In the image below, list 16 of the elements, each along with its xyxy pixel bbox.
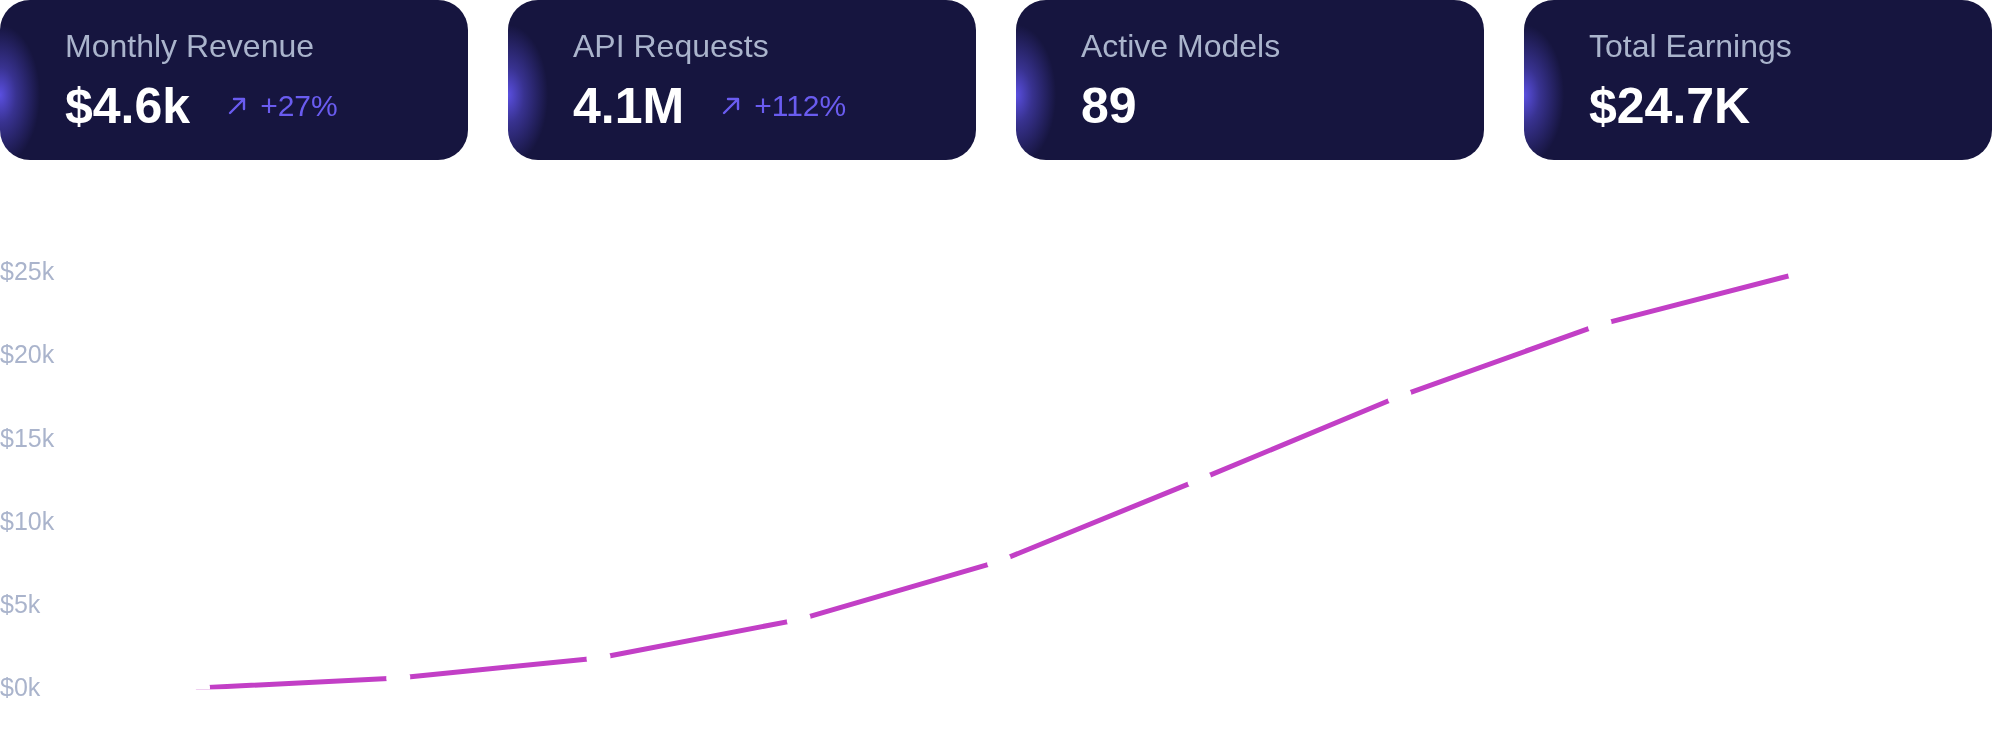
- y-tick-label: $5k: [0, 590, 41, 619]
- y-tick-label: $15k: [0, 423, 55, 452]
- text: 4.1M: [573, 77, 685, 135]
- text: Active Models: [1081, 27, 1282, 66]
- text: Total Earnings: [1589, 27, 1793, 66]
- text: API Requests: [573, 27, 770, 66]
- text: +27%: [260, 89, 338, 123]
- y-tick-label: $0k: [0, 673, 41, 702]
- text: +112%: [754, 89, 847, 123]
- text: $24.7K: [1589, 77, 1751, 135]
- text: $4.6k: [65, 77, 191, 135]
- y-tick-label: $25k: [0, 256, 55, 285]
- text: 89: [1081, 77, 1137, 135]
- y-tick-label: $10k: [0, 506, 55, 535]
- y-tick-label: $20k: [0, 340, 55, 369]
- text: Monthly Revenue: [65, 27, 316, 66]
